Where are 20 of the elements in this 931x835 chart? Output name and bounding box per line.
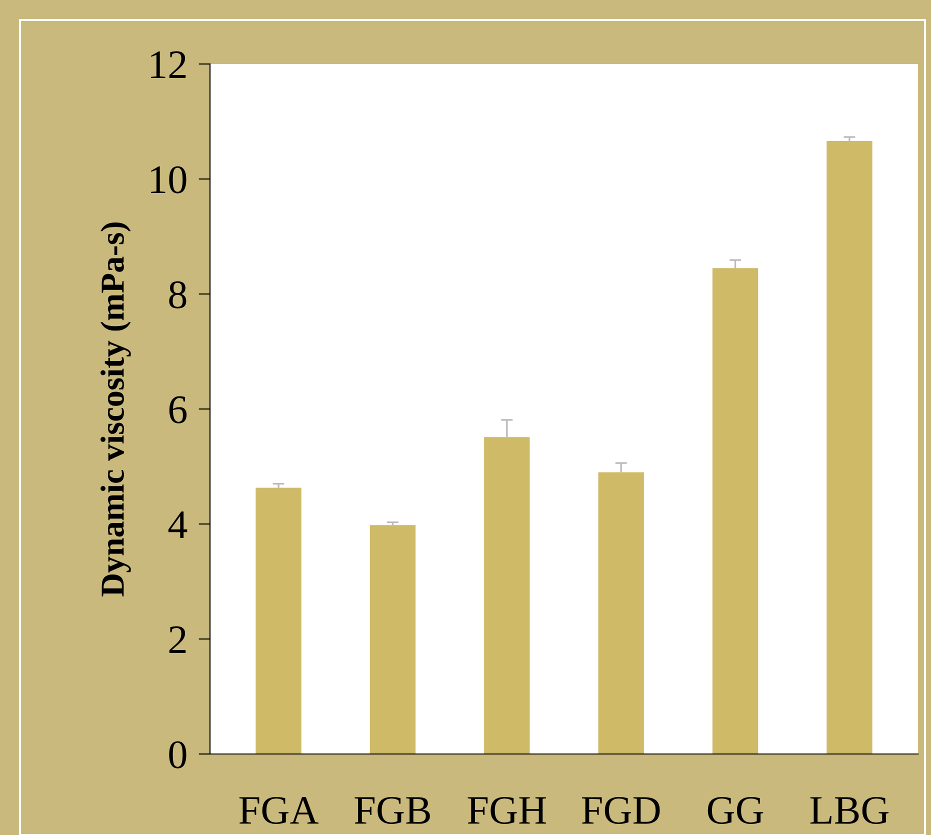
x-tick-label: FGA: [239, 796, 319, 824]
bar: [370, 525, 416, 754]
y-tick-label: 8: [169, 281, 186, 308]
y-tick-label: 4: [168, 511, 188, 538]
x-tick-label: FGB: [354, 796, 430, 824]
bar: [826, 141, 872, 754]
y-tick-label: 10: [151, 166, 186, 194]
x-tick-label: GG: [708, 796, 764, 824]
y-tick-label: 2: [169, 626, 186, 653]
bar: [256, 488, 302, 754]
y-tick-label: 6: [169, 396, 187, 424]
bar: [598, 472, 644, 754]
x-tick-label: FGH: [468, 796, 546, 824]
x-tick-label: LBG: [810, 796, 889, 824]
bar: [484, 437, 530, 754]
y-tick-label: 0: [169, 741, 186, 768]
y-tick-label: 12: [151, 51, 186, 78]
bar: [712, 268, 758, 754]
y-axis-title: Dynamic viscosity (mPa-s): [100, 222, 131, 596]
x-tick-label: FGD: [582, 796, 660, 824]
